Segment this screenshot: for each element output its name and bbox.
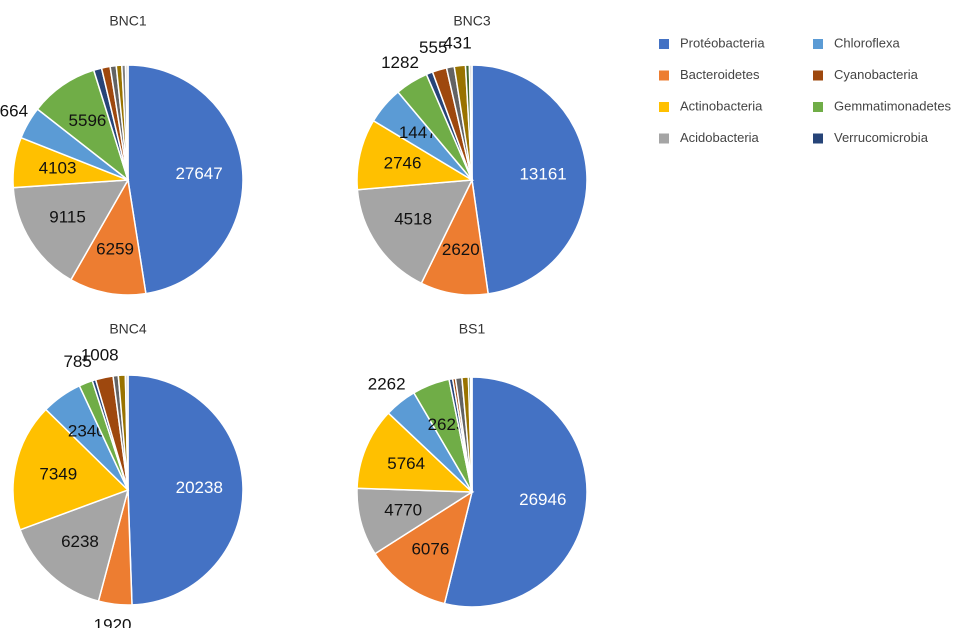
- data-label: 2746: [384, 153, 422, 172]
- legend-swatch: [659, 133, 669, 144]
- data-label: 6259: [96, 240, 134, 259]
- data-label: 4103: [39, 158, 77, 177]
- pie-title: BNC4: [109, 321, 147, 337]
- legend-label: Actinobacteria: [680, 98, 763, 113]
- data-label: 13161: [519, 164, 566, 183]
- pie-slice: [127, 374, 244, 606]
- data-label: 785: [63, 352, 91, 371]
- legend-swatch: [813, 102, 823, 112]
- data-label: 1447: [399, 123, 437, 142]
- data-label: 1920: [94, 616, 132, 628]
- data-label: 2620: [442, 240, 480, 259]
- pie-slice: [356, 412, 474, 493]
- legend-swatch: [659, 39, 669, 49]
- data-label: 27647: [175, 164, 222, 183]
- data-label: 26946: [519, 490, 566, 509]
- pie-title: BNC1: [109, 13, 147, 29]
- data-label: 2625: [428, 415, 466, 434]
- data-label: 6076: [411, 539, 449, 558]
- data-label: 431: [443, 33, 471, 52]
- pie-slice: [127, 64, 244, 295]
- data-label: 2340: [68, 421, 106, 440]
- data-label: 1282: [381, 53, 419, 72]
- data-label: 7349: [39, 465, 77, 484]
- legend-swatch: [813, 133, 823, 144]
- data-label: 1008: [81, 345, 119, 364]
- pie-slice: [69, 177, 147, 296]
- data-label: 4770: [384, 500, 422, 519]
- legend-label: Cyanobacteria: [834, 67, 919, 82]
- data-label: 2262: [368, 374, 406, 393]
- pie-slice: [469, 376, 473, 493]
- data-label: 6238: [61, 532, 99, 551]
- pie-slice: [12, 408, 130, 531]
- legend-label: Protéobacteria: [680, 35, 765, 50]
- data-label: 5596: [69, 111, 107, 130]
- pie-title: BNC3: [453, 13, 491, 29]
- legend-label: Acidobacteria: [680, 130, 760, 145]
- pie-slice: [356, 119, 475, 191]
- legend-label: Chloroflexa: [834, 35, 901, 50]
- data-label: 2664: [0, 101, 28, 120]
- data-label: 9115: [49, 207, 86, 226]
- pie-slice: [356, 179, 474, 285]
- legend-swatch: [659, 70, 669, 81]
- pie-slice: [12, 179, 130, 281]
- legend-label: Bacteroidetes: [680, 67, 760, 82]
- data-label: 20238: [176, 478, 223, 497]
- legend-label: Gemmatimonadetes: [834, 98, 952, 113]
- legend-label: Verrucomicrobia: [834, 130, 929, 145]
- pie-slice: [373, 490, 474, 605]
- pie-slice: [471, 64, 588, 295]
- legend-swatch: [813, 70, 823, 81]
- pie-slice: [443, 376, 588, 608]
- data-label: 5764: [387, 454, 425, 473]
- data-label: 4518: [394, 210, 432, 229]
- pie-slice: [124, 374, 129, 491]
- pie-slice: [468, 64, 473, 181]
- legend-swatch: [813, 39, 823, 49]
- pie-slice: [19, 488, 130, 603]
- pie-title: BS1: [459, 321, 486, 337]
- pie-slice: [124, 64, 129, 181]
- legend-swatch: [659, 102, 669, 112]
- data-label: 555: [419, 38, 447, 57]
